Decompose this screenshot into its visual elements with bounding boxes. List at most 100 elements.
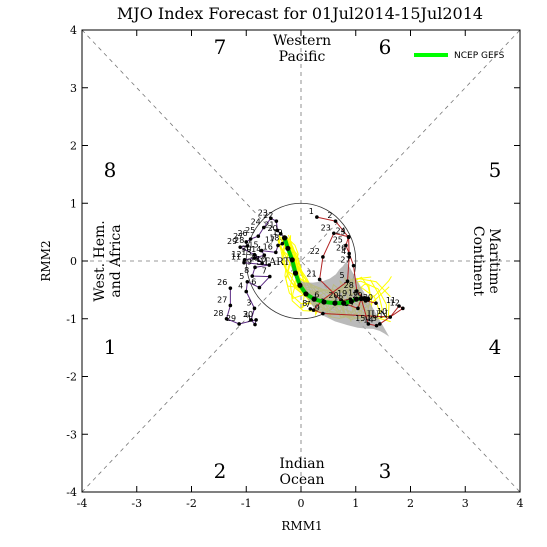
phase-guides xyxy=(81,29,521,493)
day-label: 31 xyxy=(249,253,259,262)
observed-point xyxy=(278,232,283,236)
day-label: 5 xyxy=(339,271,344,280)
legend: NCEP GEFS xyxy=(414,51,505,61)
x-tick-label: -1 xyxy=(241,497,252,510)
day-label: 11 xyxy=(231,253,241,262)
ensemble-spread xyxy=(283,236,390,337)
day-label: 27 xyxy=(340,256,350,265)
observed-point xyxy=(321,311,325,316)
diagonal-rising xyxy=(81,29,521,493)
observed-point xyxy=(262,253,267,258)
day-label: 28 xyxy=(213,309,223,318)
day-label: 10 xyxy=(377,307,387,316)
ensemble-spread-area xyxy=(283,236,390,337)
y-tick-label: 3 xyxy=(70,82,77,95)
observed-point xyxy=(228,303,233,308)
day-label: 25 xyxy=(333,235,343,244)
forecast-mean-point xyxy=(365,296,371,302)
observed-point xyxy=(332,231,336,236)
observed-point xyxy=(269,216,273,221)
phase-7-label: 7 xyxy=(214,35,227,59)
phase-4-label: 4 xyxy=(489,335,502,359)
x-tick-label: -2 xyxy=(186,497,197,510)
observed-point xyxy=(274,250,278,255)
x-axis-label: RMM1 xyxy=(281,519,322,533)
day-label: 8 xyxy=(244,266,249,275)
observed-point xyxy=(280,241,285,246)
day-label: 10 xyxy=(256,255,266,264)
observed-point xyxy=(378,322,382,326)
region-top-line1: Western xyxy=(273,33,331,49)
day-label: 20 xyxy=(328,291,338,300)
day-label: 16 xyxy=(263,242,273,251)
day-label: 30 xyxy=(241,245,251,254)
day-label: 17 xyxy=(265,235,275,244)
observed-point xyxy=(276,243,280,248)
day-label: 25 xyxy=(245,226,255,235)
x-tick-label: -3 xyxy=(131,497,142,510)
observed-point xyxy=(388,315,393,319)
observed-point xyxy=(244,240,249,244)
x-tick-label: -4 xyxy=(77,497,88,510)
day-label: 23 xyxy=(321,223,331,232)
x-tick-label: 4 xyxy=(517,497,524,510)
day-label: 12 xyxy=(231,250,241,259)
observed-point xyxy=(237,322,241,326)
phase-1-label: 1 xyxy=(104,335,117,359)
forecast-mean-point xyxy=(311,296,317,302)
observed-point xyxy=(344,243,348,248)
observed-point xyxy=(261,225,266,230)
day-label: 23 xyxy=(258,208,268,217)
region-left-line2: and Africa xyxy=(108,224,124,297)
observed-point xyxy=(346,234,351,239)
day-label: 7 xyxy=(305,300,310,309)
phase-8-label: 8 xyxy=(104,158,117,182)
observed-point xyxy=(401,306,405,311)
legend-label: NCEP GEFS xyxy=(454,51,505,61)
y-tick-label: 0 xyxy=(70,255,77,268)
observed-point xyxy=(248,237,253,241)
end-label: JUN xyxy=(366,310,388,321)
day-label: 20 xyxy=(268,224,278,233)
day-label: 19 xyxy=(272,228,282,237)
observed-point xyxy=(242,260,246,265)
observed-point xyxy=(256,234,261,238)
day-label: 4 xyxy=(238,282,243,291)
day-label: 3 xyxy=(341,227,346,236)
observed-point xyxy=(308,307,313,311)
region-right-line2: Continent xyxy=(470,226,486,297)
day-label: 7 xyxy=(262,267,267,276)
day-label: 27 xyxy=(233,232,243,241)
forecast-mean-point xyxy=(289,257,295,263)
forecast-mean-point xyxy=(281,235,288,241)
day-label: 2 xyxy=(327,211,332,220)
start-label: START xyxy=(256,257,291,268)
observed-point xyxy=(253,265,257,270)
observed-point xyxy=(317,277,322,282)
day-label: 26 xyxy=(237,229,247,238)
observed-point xyxy=(228,286,233,290)
y-tick-label: -1 xyxy=(66,313,77,326)
day-label: 28 xyxy=(344,281,354,290)
phase-3-label: 3 xyxy=(379,459,392,483)
day-label: 15 xyxy=(248,241,258,250)
observed-point xyxy=(260,261,264,266)
observed-point xyxy=(333,219,338,223)
y-axis-label: RMM2 xyxy=(39,240,53,281)
observed-point xyxy=(257,285,262,290)
day-label: 21 xyxy=(306,269,316,278)
day-label: 18 xyxy=(269,234,279,243)
day-label: 24 xyxy=(335,227,345,236)
day-label: 29 xyxy=(227,237,237,246)
observed-point xyxy=(244,289,249,294)
observed-point xyxy=(315,215,319,219)
observed-point xyxy=(242,258,247,262)
observed-point xyxy=(321,255,325,259)
y-tick-label: 2 xyxy=(70,140,77,153)
observed-point xyxy=(347,251,351,256)
forecast-mean-point xyxy=(285,245,291,251)
day-label: 9 xyxy=(247,257,252,266)
observed-point xyxy=(397,304,401,308)
observed-point xyxy=(249,318,253,322)
